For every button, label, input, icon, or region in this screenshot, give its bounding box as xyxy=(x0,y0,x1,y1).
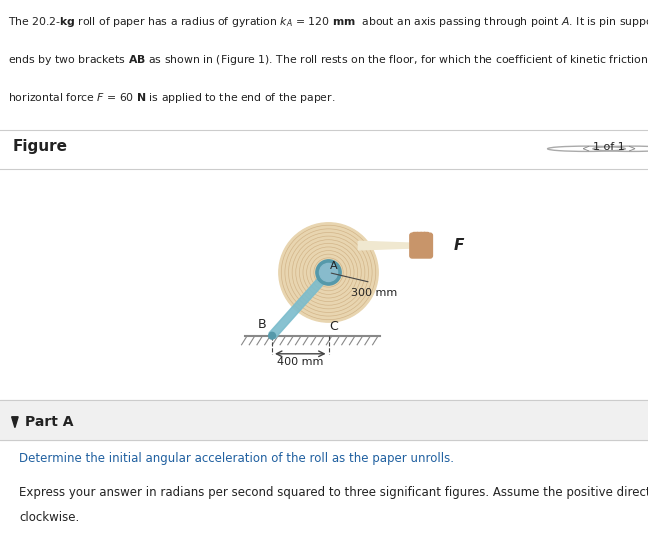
Text: Part A: Part A xyxy=(25,415,73,429)
Text: ends by two brackets $\bf{AB}$ as shown in (Figure 1). The roll rests on the flo: ends by two brackets $\bf{AB}$ as shown … xyxy=(8,53,648,67)
Polygon shape xyxy=(12,417,18,428)
Text: Express your answer in radians per second squared to three significant figures. : Express your answer in radians per secon… xyxy=(19,486,648,499)
Text: C: C xyxy=(330,321,338,333)
FancyBboxPatch shape xyxy=(417,233,422,240)
Polygon shape xyxy=(269,270,332,338)
Circle shape xyxy=(316,260,341,285)
Text: clockwise.: clockwise. xyxy=(19,511,80,523)
Text: <: < xyxy=(583,144,590,154)
Text: 300 mm: 300 mm xyxy=(351,288,397,299)
Text: 1 of 1: 1 of 1 xyxy=(594,142,625,152)
Text: B: B xyxy=(258,318,266,331)
Text: The 20.2-$\bf{kg}$ roll of paper has a radius of gyration $k_A$ = 120 $\bf{mm}$ : The 20.2-$\bf{kg}$ roll of paper has a r… xyxy=(8,15,648,29)
Circle shape xyxy=(269,332,275,339)
Text: Determine the initial angular acceleration of the roll as the paper unrolls.: Determine the initial angular accelerati… xyxy=(19,452,454,465)
Text: A: A xyxy=(330,261,337,271)
Text: Figure: Figure xyxy=(13,139,68,154)
Text: horizontal force $F$ = 60 $\bf{N}$ is applied to the end of the paper.: horizontal force $F$ = 60 $\bf{N}$ is ap… xyxy=(8,91,335,105)
FancyBboxPatch shape xyxy=(0,400,648,440)
Text: 400 mm: 400 mm xyxy=(277,357,323,367)
FancyBboxPatch shape xyxy=(413,233,418,240)
Text: F: F xyxy=(454,238,464,253)
FancyBboxPatch shape xyxy=(421,233,426,240)
Text: >: > xyxy=(628,144,636,154)
Polygon shape xyxy=(358,241,423,250)
FancyBboxPatch shape xyxy=(410,233,432,258)
Circle shape xyxy=(319,263,338,282)
FancyBboxPatch shape xyxy=(424,233,428,240)
Circle shape xyxy=(279,223,378,322)
